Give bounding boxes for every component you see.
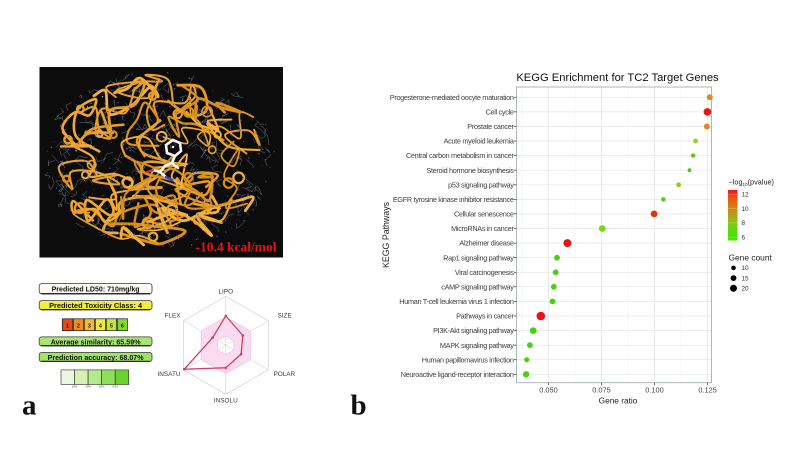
svg-text:8: 8 [742,220,746,227]
svg-text:a: a [22,390,37,422]
svg-text:3: 3 [88,324,91,330]
svg-text:Prediction accuracy: 68.07%: Prediction accuracy: 68.07% [48,353,144,362]
svg-text:1: 1 [66,324,69,330]
svg-text:0.075: 0.075 [592,386,611,395]
svg-text:Viral carcinogenesis: Viral carcinogenesis [455,268,514,277]
svg-text:2: 2 [77,324,80,330]
svg-text:0.050: 0.050 [539,386,558,395]
svg-text:KEGG Enrichment for TC2 Target: KEGG Enrichment for TC2 Target Genes [516,72,719,84]
svg-text:Cell cycle: Cell cycle [486,108,514,117]
svg-text:Human papillomavirus infection: Human papillomavirus infection [422,355,514,364]
svg-text:10: 10 [742,206,750,213]
svg-text:Gene count: Gene count [729,253,773,263]
svg-text:Average similarity: 65.59%: Average similarity: 65.59% [51,337,141,346]
svg-text:EGFR tyrosine kinase inhibitor: EGFR tyrosine kinase inhibitor resistanc… [393,195,514,204]
svg-text:15: 15 [742,275,750,282]
svg-text:Progesterone-mediated oocyte m: Progesterone-mediated oocyte maturation [390,93,514,102]
svg-text:Pathways in cancer: Pathways in cancer [456,312,514,321]
svg-text:Human T-cell leukemia virus 1: Human T-cell leukemia virus 1 infection [399,297,514,306]
svg-text:Gene ratio: Gene ratio [599,396,638,406]
svg-text:60%: 60% [99,385,105,389]
svg-text:Steroid hormone biosynthesis: Steroid hormone biosynthesis [426,166,514,175]
svg-text:Central carbon metabolism in c: Central carbon metabolism in cancer [406,151,515,160]
svg-text:20: 20 [742,286,750,293]
svg-text:SIZE: SIZE [278,313,292,320]
svg-text:INSATU: INSATU [158,371,181,378]
svg-text:MicroRNAs in cancer: MicroRNAs in cancer [451,224,514,233]
svg-text:LIPO: LIPO [219,289,234,296]
svg-text:Rap1 signaling pathway: Rap1 signaling pathway [443,253,514,262]
svg-text:0.125: 0.125 [698,386,717,395]
svg-text:6: 6 [121,324,124,330]
svg-text:KEGG Pathways: KEGG Pathways [381,201,391,268]
svg-text:-10.4 kcal/mol: -10.4 kcal/mol [196,240,277,255]
svg-text:Prostate cancer: Prostate cancer [467,122,514,131]
svg-text:Cellular senescence: Cellular senescence [454,210,514,219]
svg-text:Neuroactive ligand-receptor in: Neuroactive ligand-receptor interaction [401,370,514,379]
svg-text:6: 6 [742,234,746,241]
svg-text:4: 4 [99,324,102,330]
svg-text:p53 signaling pathway: p53 signaling pathway [448,180,514,189]
svg-text:10: 10 [742,265,750,272]
svg-text:PI3K-Akt signaling pathway: PI3K-Akt signaling pathway [433,326,514,335]
svg-text:−log10(pvalue): −log10(pvalue) [729,178,775,188]
svg-text:Predicted LD50: 710mg/kg: Predicted LD50: 710mg/kg [52,285,140,294]
svg-text:MAPK signaling pathway: MAPK signaling pathway [440,341,514,350]
svg-text:cAMP signaling pathway: cAMP signaling pathway [441,282,514,291]
svg-text:0.100: 0.100 [645,386,664,395]
svg-text:Alzheimer disease: Alzheimer disease [459,239,513,248]
svg-text:FLEX: FLEX [165,313,182,320]
svg-text:Acute myeloid leukemia: Acute myeloid leukemia [444,137,515,146]
svg-text:40%: 40% [85,385,91,389]
svg-text:POLAR: POLAR [274,371,296,378]
svg-text:12: 12 [742,192,750,199]
svg-text:80%: 80% [112,385,118,389]
svg-text:20%: 20% [72,385,78,389]
svg-text:INSOLU: INSOLU [214,398,238,405]
svg-text:5: 5 [110,324,113,330]
svg-text:Predicted Toxicity Class: 4: Predicted Toxicity Class: 4 [49,301,143,310]
svg-text:b: b [351,390,367,422]
